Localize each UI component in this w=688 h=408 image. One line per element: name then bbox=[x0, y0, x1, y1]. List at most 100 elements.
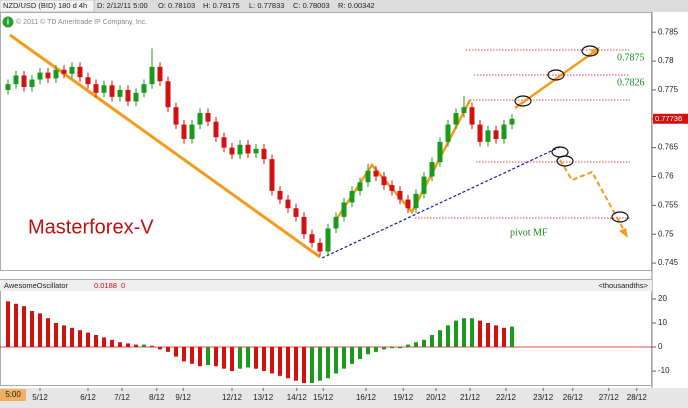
candle-body bbox=[221, 137, 227, 148]
oscillator-bar bbox=[382, 347, 386, 350]
x-tick-label: 12/12 bbox=[222, 393, 243, 402]
candle-body bbox=[29, 79, 35, 88]
y-tick-label: 10 bbox=[658, 318, 667, 327]
oscillator-bar bbox=[278, 347, 282, 376]
header-high: H: 0.78175 bbox=[203, 1, 240, 10]
candle-body bbox=[477, 124, 483, 142]
oscillator-panel bbox=[0, 279, 652, 386]
forecast-down bbox=[559, 159, 627, 235]
candle-body bbox=[133, 92, 139, 102]
candle-body bbox=[125, 89, 131, 102]
oscillator-bar bbox=[502, 327, 506, 348]
x-tick-label: 28/12 bbox=[627, 393, 648, 402]
x-tick-label: 19/12 bbox=[393, 393, 414, 402]
candle-body bbox=[173, 107, 179, 125]
y-tick-label: -10 bbox=[658, 366, 670, 375]
header-range: R: 0.00342 bbox=[338, 1, 375, 10]
candle-body bbox=[317, 242, 323, 252]
candle-body bbox=[189, 124, 195, 139]
arrow-head bbox=[619, 228, 628, 238]
oscillator-bar bbox=[462, 318, 466, 348]
oscillator-bar bbox=[302, 347, 306, 384]
candle-body bbox=[93, 84, 99, 93]
candle-body bbox=[485, 130, 491, 142]
x-tick-label: 15/12 bbox=[313, 393, 334, 402]
candle-body bbox=[245, 144, 251, 154]
x-tick-label: 22/12 bbox=[496, 393, 517, 402]
oscillator-bar bbox=[262, 347, 266, 372]
oscillator-bar bbox=[398, 347, 402, 349]
oscillator-bar bbox=[198, 347, 202, 367]
oscillator-bar bbox=[470, 318, 474, 348]
oscillator-bar bbox=[94, 335, 98, 348]
oscillator-bar bbox=[30, 310, 34, 348]
oscillator-bar bbox=[390, 347, 394, 349]
oscillator-bar bbox=[422, 339, 426, 348]
oscillator-bar bbox=[14, 303, 18, 348]
y-tick-label: 20 bbox=[658, 294, 667, 303]
annotation: 0.7875 bbox=[617, 52, 645, 63]
candle-body bbox=[413, 193, 419, 209]
header-date: D: 2/12/11 5:00 bbox=[97, 1, 148, 10]
oscillator-bar bbox=[230, 347, 234, 372]
y-tick-label: 0.755 bbox=[658, 200, 679, 209]
candle-body bbox=[469, 107, 475, 125]
oscillator-bar bbox=[22, 306, 26, 348]
oscillator-unit: <thousandths> bbox=[598, 281, 648, 290]
oscillator-bar bbox=[486, 323, 490, 348]
x-tick-label: 26/12 bbox=[563, 393, 584, 402]
oscillator-bar bbox=[46, 318, 50, 348]
x-tick-label: 7/12 bbox=[114, 393, 130, 402]
oscillator-bar bbox=[222, 347, 226, 369]
candle-body bbox=[117, 89, 123, 97]
time-axis bbox=[0, 388, 688, 408]
candle-body bbox=[325, 228, 331, 252]
candle-body bbox=[101, 85, 107, 93]
candle-body bbox=[269, 159, 275, 191]
oscillator-bar bbox=[54, 323, 58, 348]
y-tick-label: 0.78 bbox=[658, 56, 674, 65]
oscillator-bar bbox=[446, 325, 450, 348]
oscillator-bar bbox=[478, 320, 482, 348]
oscillator-bar bbox=[318, 347, 322, 381]
oscillator-bar bbox=[310, 347, 314, 384]
info-icon[interactable] bbox=[2, 16, 14, 28]
candle-body bbox=[85, 77, 91, 85]
marker-ellipse bbox=[556, 155, 574, 167]
oscillator-bar bbox=[430, 335, 434, 348]
candle-body bbox=[37, 72, 43, 80]
x-tick-label: 16/12 bbox=[356, 393, 377, 402]
candle-body bbox=[205, 113, 211, 122]
candle-body bbox=[141, 84, 147, 93]
candle-body bbox=[77, 66, 83, 78]
candle-body bbox=[69, 66, 75, 74]
candle-body bbox=[261, 148, 267, 160]
oscillator-bar bbox=[102, 337, 106, 348]
oscillator-bar bbox=[158, 347, 162, 350]
oscillator-bar bbox=[214, 347, 218, 367]
oscillator-bar bbox=[374, 347, 378, 352]
symbol: NZD/USD (BID) 180 d 4h bbox=[3, 1, 87, 10]
marker-ellipse bbox=[581, 45, 599, 57]
y-tick-label: 0.765 bbox=[658, 143, 679, 152]
candle-body bbox=[349, 190, 355, 203]
last-price-label: 0.77736 bbox=[655, 114, 682, 123]
oscillator-bar bbox=[126, 343, 130, 348]
x-tick-label: 21/12 bbox=[460, 393, 481, 402]
watermark: Masterforex-V bbox=[28, 216, 154, 238]
oscillator-bar bbox=[286, 347, 290, 379]
y-tick-label: 0.775 bbox=[658, 85, 679, 94]
header-close: C: 0.78003 bbox=[293, 1, 330, 10]
oscillator-header bbox=[0, 280, 652, 291]
x-tick-label: 8/12 bbox=[149, 393, 165, 402]
candle-body bbox=[357, 182, 363, 191]
x-tick-label: 27/12 bbox=[599, 393, 620, 402]
candle-body bbox=[333, 216, 339, 229]
candle-body bbox=[437, 141, 443, 163]
time-box-label: 5:00 bbox=[5, 390, 21, 399]
oscillator-value: 0 bbox=[121, 281, 125, 290]
x-tick-label: 23/12 bbox=[533, 393, 554, 402]
y-tick-label: 0.76 bbox=[658, 172, 674, 181]
candle-body bbox=[453, 113, 459, 125]
candle-body bbox=[53, 69, 59, 79]
